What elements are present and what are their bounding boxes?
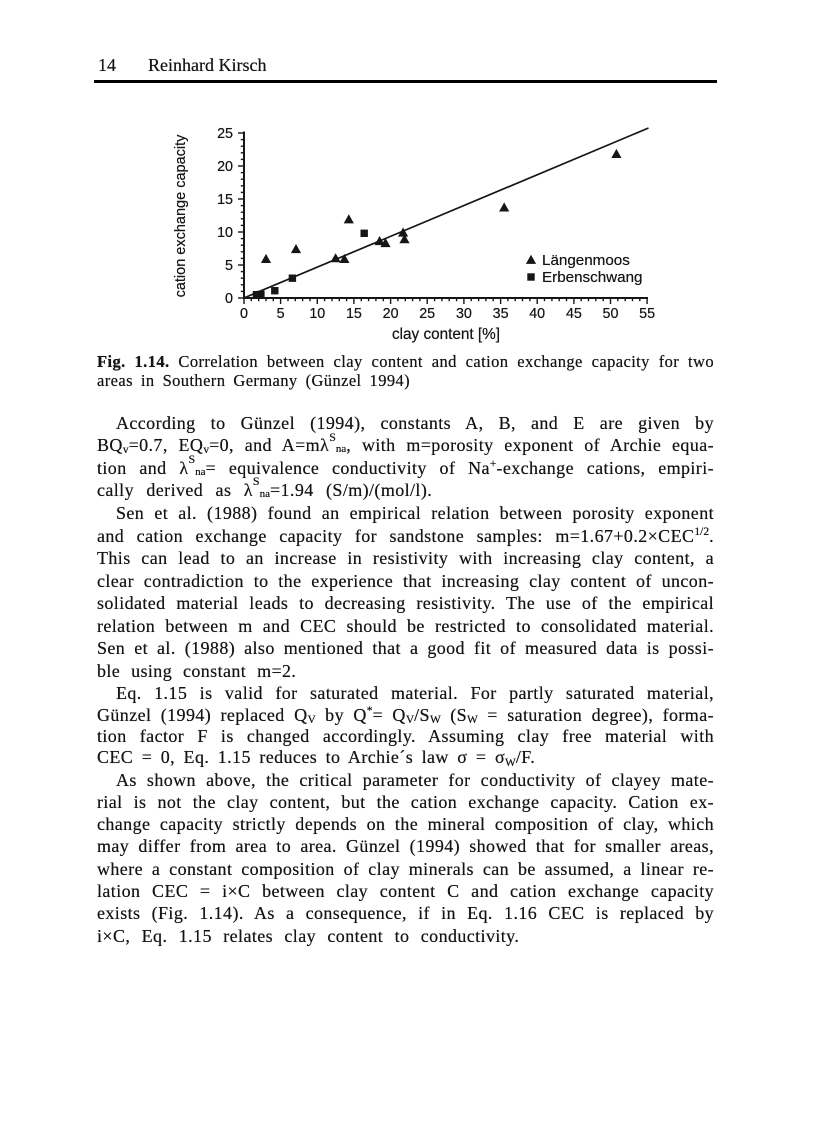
svg-text:30: 30	[456, 306, 472, 322]
svg-text:0: 0	[225, 291, 233, 307]
svg-text:50: 50	[603, 306, 619, 322]
svg-text:10: 10	[309, 306, 325, 322]
svg-text:15: 15	[217, 192, 233, 208]
svg-text:Längenmoos: Längenmoos	[542, 252, 630, 269]
svg-text:15: 15	[346, 306, 362, 322]
svg-text:55: 55	[639, 306, 655, 322]
svg-text:25: 25	[419, 306, 435, 322]
svg-text:Erbenschwang: Erbenschwang	[542, 269, 642, 286]
svg-text:clay content [%]: clay content [%]	[392, 326, 500, 343]
svg-text:40: 40	[529, 306, 545, 322]
svg-text:5: 5	[277, 306, 285, 322]
svg-text:25: 25	[217, 126, 233, 142]
svg-text:35: 35	[493, 306, 509, 322]
svg-text:20: 20	[383, 306, 399, 322]
svg-text:20: 20	[217, 159, 233, 175]
svg-text:cation exchange capacity: cation exchange capacity	[173, 134, 189, 298]
svg-text:10: 10	[217, 225, 233, 241]
svg-text:0: 0	[240, 306, 248, 322]
svg-text:5: 5	[225, 258, 233, 274]
svg-text:45: 45	[566, 306, 582, 322]
